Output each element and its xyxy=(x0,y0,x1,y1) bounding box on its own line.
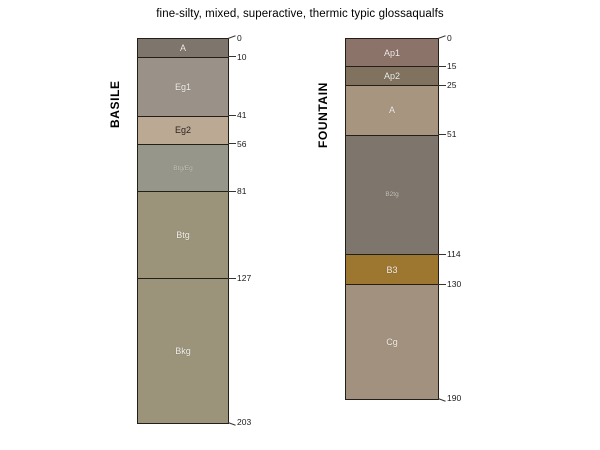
tick-label: 114 xyxy=(447,248,461,259)
horizon-label: Bkg xyxy=(175,346,191,357)
tick-line xyxy=(437,34,446,39)
tick-label: 0 xyxy=(237,32,242,43)
soil-horizon: Bkg xyxy=(138,279,228,423)
tick-label: 56 xyxy=(237,138,247,149)
tick-line xyxy=(228,143,236,145)
tick-label: 127 xyxy=(237,272,252,283)
tick-label: 130 xyxy=(447,279,462,290)
profile-column-fountain: Ap1 Ap2 A B2tg B3 Cg xyxy=(345,38,439,400)
horizon-label: Eg1 xyxy=(174,81,191,92)
horizon-label: B3 xyxy=(386,264,398,275)
soil-horizon: B2tg xyxy=(346,135,438,255)
tick-line xyxy=(228,277,236,279)
horizon-label: Btg xyxy=(176,230,190,241)
tick-line xyxy=(438,84,446,86)
horizon-label: Btg/Eg xyxy=(173,164,193,172)
tick-label: 41 xyxy=(237,110,247,121)
horizon-label: Cg xyxy=(386,337,398,348)
tick-label: 25 xyxy=(447,80,457,91)
tick-label: 81 xyxy=(237,185,247,196)
horizon-label: A xyxy=(388,105,395,116)
chart-title: fine-silty, mixed, superactive, thermic … xyxy=(156,8,444,20)
tick-line xyxy=(438,65,446,67)
profile-basile: BASILE A Eg1 Eg2 Btg/Eg Btg Bkg 0 10 41 56 81 127 2… xyxy=(108,34,278,428)
tick-label: 190 xyxy=(447,392,462,403)
profile-column-basile: A Eg1 Eg2 Btg/Eg Btg Bkg xyxy=(137,38,229,424)
profile-axis-title-basile: BASILE xyxy=(108,80,122,128)
tick-line xyxy=(228,115,236,117)
tick-line xyxy=(228,190,236,192)
tick-line xyxy=(438,253,446,255)
tick-line xyxy=(227,34,236,39)
profile-fountain: FOUNTAIN Ap1 Ap2 A B2tg B3 Cg 0 15 25 51 114 130 19… xyxy=(316,34,491,428)
soil-horizon: B3 xyxy=(346,255,438,286)
soil-horizon: Ap2 xyxy=(346,67,438,87)
tick-label: 203 xyxy=(237,416,252,427)
tick-line xyxy=(438,134,446,136)
soil-horizon: Btg xyxy=(138,192,228,280)
soil-horizon: A xyxy=(346,86,438,136)
tick-label: 15 xyxy=(447,61,457,72)
soil-horizon: Eg2 xyxy=(138,116,228,145)
tick-label: 0 xyxy=(447,32,452,43)
tick-line xyxy=(438,283,446,285)
tick-label: 10 xyxy=(237,51,247,62)
soil-horizon: Btg/Eg xyxy=(138,144,228,193)
soil-horizon: Cg xyxy=(346,285,438,399)
tick-line xyxy=(437,397,446,402)
horizon-label: Eg2 xyxy=(174,125,191,136)
profile-axis-title-fountain: FOUNTAIN xyxy=(316,82,330,148)
horizon-label: B2tg xyxy=(385,191,399,199)
tick-label: 51 xyxy=(447,129,457,140)
soil-horizon: A xyxy=(138,39,228,58)
soil-horizon: Eg1 xyxy=(138,57,228,117)
horizon-label: A xyxy=(179,42,186,53)
tick-line xyxy=(227,421,236,426)
horizon-label: Ap2 xyxy=(383,71,400,82)
soil-horizon: Ap1 xyxy=(346,39,438,68)
tick-line xyxy=(228,56,236,58)
horizon-label: Ap1 xyxy=(383,47,400,58)
